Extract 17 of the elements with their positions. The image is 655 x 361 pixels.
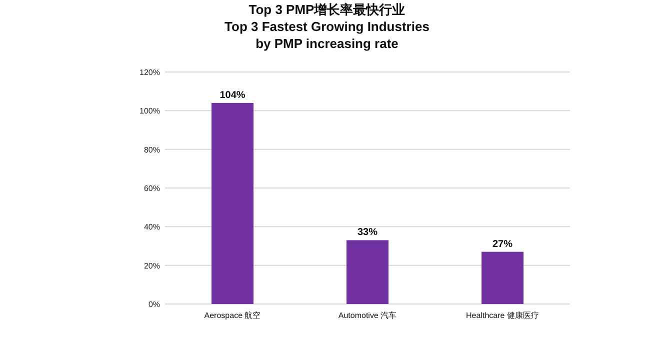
data-label: 27% bbox=[492, 238, 513, 250]
y-tick-label: 120% bbox=[140, 68, 160, 77]
data-label: 33% bbox=[357, 227, 378, 238]
x-tick-label: Healthcare 健康医疗 bbox=[466, 311, 539, 320]
bar bbox=[212, 102, 254, 304]
y-tick-label: 0% bbox=[148, 300, 160, 309]
x-tick-label: Automotive 汽车 bbox=[338, 311, 397, 320]
y-tick-label: 40% bbox=[144, 222, 160, 232]
y-tick-label: 100% bbox=[140, 106, 160, 116]
data-label: 104% bbox=[220, 90, 246, 101]
bar bbox=[482, 252, 524, 304]
bar bbox=[346, 240, 388, 304]
x-tick-label: Aerospace 航空 bbox=[204, 311, 261, 320]
y-tick-label: 20% bbox=[144, 261, 160, 270]
chart-title: Top 3 PMP增长率最快行业 Top 3 Fastest Growing Industries by PMP increasing rate bbox=[224, 2, 430, 51]
y-tick-label: 80% bbox=[144, 145, 160, 154]
y-tick-label: 60% bbox=[144, 184, 160, 193]
